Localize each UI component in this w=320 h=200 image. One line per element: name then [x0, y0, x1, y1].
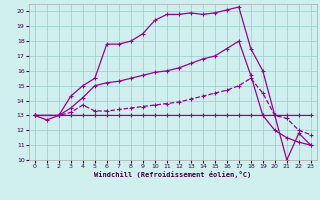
X-axis label: Windchill (Refroidissement éolien,°C): Windchill (Refroidissement éolien,°C) [94, 171, 252, 178]
